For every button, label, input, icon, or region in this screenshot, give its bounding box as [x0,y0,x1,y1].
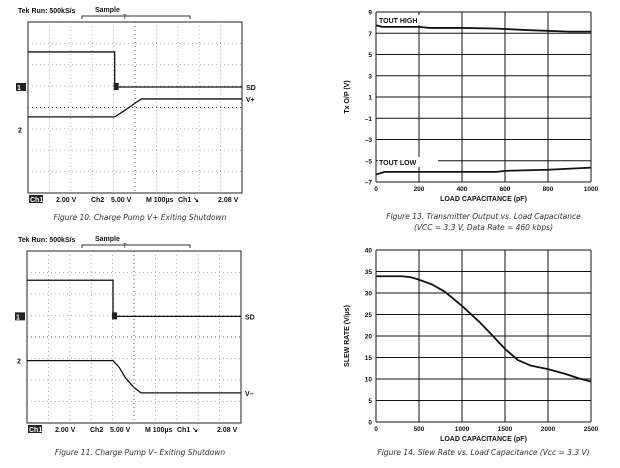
series-line-1 [375,166,592,176]
scope-footer-item: Ch1 [29,427,42,434]
y-axis-label: Tx O/P (V) [344,80,351,113]
x-tick-label: 1500 [498,426,513,433]
scope-footer-item: 2.00 V [55,427,76,434]
x-tick-label: 600 [500,186,511,193]
trace-label: V– [245,391,254,398]
record-bracket [81,244,191,248]
figure-caption: Figure 11. Charge Pump V– Exiting Shutdo… [55,448,226,457]
x-axis-label: LOAD CAPACITANCE (pF) [440,196,527,203]
trace-0 [27,279,241,318]
scope-footer-item: Ch1 [30,197,43,204]
trigger-marker [112,312,118,320]
y-tick-label: 3 [368,73,372,80]
scope-footer-item: Ch2 [90,427,103,434]
x-tick-label: 200 [414,186,425,193]
scope-footer-item: 2.08 V [217,427,238,434]
scope-footer-item: M 100µs [145,427,172,434]
y-tick-label: –5 [365,158,373,165]
scope-footer-item: Ch1 ↘ [177,427,198,434]
x-axis-label: LOAD CAPACITANCE (pF) [440,436,527,443]
scope-footer-item: Ch1 ↘ [178,197,199,204]
y-tick-label: 30 [365,291,373,298]
channel-marker-2: 2 [17,359,21,366]
y-tick-label: –1 [365,116,373,123]
ch1-label-box [29,195,43,203]
scope-run-status: Tek Run: 500kS/s [18,237,76,244]
trace-label: SD [246,85,256,92]
y-axis-label: SLEW RATE (V/µs) [344,305,351,367]
trigger-position-marker: T [123,244,127,250]
trace-1 [27,359,241,394]
y-tick-label: 0 [368,420,372,427]
y-tick-label: 40 [365,248,373,255]
chart-fig13: 0 200 400 600 800 1000 9 7 5 3 1 –1 –3 –5 –7 LOAD CAPAC… [344,10,599,233]
scope-acq-mode: Sample [95,236,120,243]
scope-footer-item: 2.08 V [218,197,239,204]
figure-caption-conditions: (VCC = 3.3 V, Data Rate = 460 kbps) [414,223,553,232]
y-tick-label: –3 [365,137,373,144]
y-tick-label: 35 [365,269,373,276]
series-line-0 [376,275,592,383]
trigger-position-marker: T [123,15,127,21]
scope-footer-item: Ch2 [91,197,104,204]
y-tick-label: 10 [365,377,373,384]
x-tick-label: 500 [414,426,425,433]
y-tick-label: 5 [368,398,372,405]
y-tick-label: –7 [365,180,373,187]
y-tick-label: 1 [368,95,372,102]
figure-caption: Figure 14. Slew Rate vs. Load Capacitanc… [377,448,589,457]
y-tick-label: 7 [368,31,372,38]
x-tick-label: 2500 [584,426,599,433]
channel-marker-2: 2 [18,128,22,135]
trace-label: SD [245,314,255,321]
scope-footer-item: M 100µs [146,197,173,204]
y-tick-label: 25 [365,312,373,319]
x-tick-label: 0 [374,186,378,193]
series-label-bg [378,157,438,167]
x-tick-label: 800 [543,186,554,193]
scope-acq-mode: Sample [95,7,120,14]
series-label: TOUT HIGH [379,18,417,25]
ch1-marker-box [15,312,25,321]
trace-label: V+ [246,97,255,104]
series-label: TOUT LOW [379,160,417,167]
series-line-0 [375,24,591,33]
chart-fig14: 0 500 1000 1500 2000 2500 0 5 10 15 20 25 30 35 40 LOAD… [344,248,599,458]
channel-marker-1: 1 [16,314,20,321]
record-bracket [81,15,191,19]
y-tick-label: 15 [365,355,373,362]
x-tick-label: 1000 [584,186,599,193]
x-tick-label: 2000 [541,426,556,433]
trace-0 [28,51,242,88]
x-tick-label: 1000 [455,426,470,433]
y-tick-label: 5 [368,52,372,59]
y-tick-label: 9 [368,10,372,17]
y-tick-label: 20 [365,334,373,341]
x-tick-label: 400 [457,186,468,193]
scope-run-status: Tek Run: 500kS/s [18,8,76,15]
figure-caption: Figure 13. Transmitter Output vs. Load C… [386,212,581,221]
scope-footer-item: 2.00 V [56,197,77,204]
series-label-bg [378,15,438,25]
trigger-marker [113,82,119,90]
x-tick-label: 0 [374,426,378,433]
scope-footer-item: 5.00 V [110,427,131,434]
ch1-label-box [28,425,42,433]
channel-marker-1: 1 [17,85,21,92]
figure-caption: Figure 10. Charge Pump V+ Exiting Shutdo… [54,213,227,222]
trace-1 [28,98,242,118]
scope-footer-item: 5.00 V [111,197,132,204]
ch1-marker-box [16,82,26,91]
